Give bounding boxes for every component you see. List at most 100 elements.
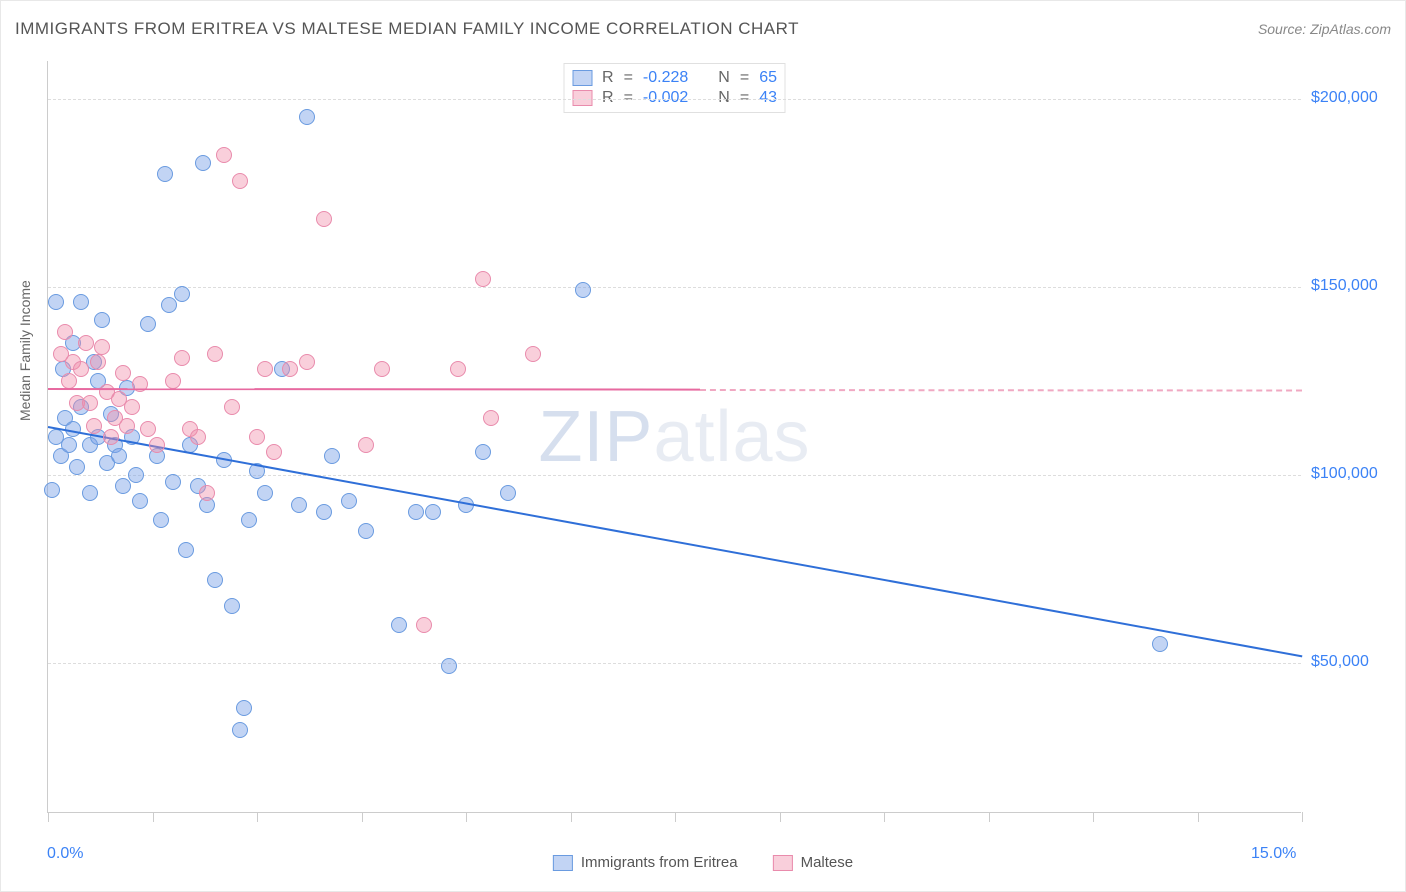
data-point — [78, 335, 94, 351]
data-point — [82, 485, 98, 501]
grid-line — [48, 663, 1301, 664]
data-point — [124, 399, 140, 415]
data-point — [94, 339, 110, 355]
data-point — [257, 485, 273, 501]
stat-eq-1b: = — [740, 69, 749, 87]
data-point — [190, 429, 206, 445]
data-point — [232, 173, 248, 189]
data-point — [94, 312, 110, 328]
data-point — [153, 512, 169, 528]
y-tick-label: $150,000 — [1311, 277, 1406, 295]
grid-line — [48, 475, 1301, 476]
data-point — [500, 485, 516, 501]
data-point — [299, 109, 315, 125]
data-point — [132, 493, 148, 509]
trend-line-dashed — [700, 389, 1302, 392]
watermark: ZIPatlas — [538, 396, 810, 478]
y-axis-title: Median Family Income — [17, 280, 33, 421]
data-point — [316, 211, 332, 227]
data-point — [165, 373, 181, 389]
swatch-series1 — [572, 70, 592, 86]
data-point — [216, 147, 232, 163]
x-tick — [1302, 812, 1303, 822]
data-point — [282, 361, 298, 377]
data-point — [236, 700, 252, 716]
data-point — [69, 459, 85, 475]
trend-line — [48, 426, 1302, 657]
x-tick — [153, 812, 154, 822]
data-point — [149, 437, 165, 453]
data-point — [358, 437, 374, 453]
data-point — [450, 361, 466, 377]
data-point — [341, 493, 357, 509]
x-tick — [48, 812, 49, 822]
data-point — [224, 598, 240, 614]
data-point — [483, 410, 499, 426]
stats-legend-box: R = -0.228 N = 65 R = -0.002 N = 43 — [563, 63, 786, 113]
data-point — [408, 504, 424, 520]
data-point — [57, 324, 73, 340]
stat-eq-1: = — [624, 69, 633, 87]
data-point — [165, 474, 181, 490]
x-tick — [989, 812, 990, 822]
stat-n-val-1: 65 — [759, 69, 777, 87]
data-point — [86, 418, 102, 434]
data-point — [525, 346, 541, 362]
data-point — [475, 444, 491, 460]
data-point — [291, 497, 307, 513]
y-tick-label: $50,000 — [1311, 653, 1406, 671]
data-point — [90, 354, 106, 370]
source-prefix: Source: — [1258, 21, 1310, 37]
data-point — [299, 354, 315, 370]
x-tick — [1198, 812, 1199, 822]
data-point — [416, 617, 432, 633]
chart-source: Source: ZipAtlas.com — [1258, 21, 1391, 37]
data-point — [115, 365, 131, 381]
data-point — [207, 346, 223, 362]
source-name: ZipAtlas.com — [1310, 21, 1391, 37]
watermark-part1: ZIP — [538, 397, 653, 477]
data-point — [103, 429, 119, 445]
legend-swatch-1 — [553, 855, 573, 871]
legend-swatch-2 — [773, 855, 793, 871]
data-point — [115, 478, 131, 494]
data-point — [199, 485, 215, 501]
stat-n-label-1: N — [718, 69, 730, 87]
x-axis-label-right: 15.0% — [1251, 845, 1296, 863]
data-point — [140, 421, 156, 437]
stats-row-1: R = -0.228 N = 65 — [572, 68, 777, 88]
x-tick — [1093, 812, 1094, 822]
stat-r-label-1: R — [602, 69, 614, 87]
legend-label-2: Maltese — [801, 854, 854, 871]
data-point — [232, 722, 248, 738]
data-point — [157, 166, 173, 182]
grid-line — [48, 99, 1301, 100]
x-tick — [571, 812, 572, 822]
data-point — [161, 297, 177, 313]
x-tick — [780, 812, 781, 822]
data-point — [475, 271, 491, 287]
stat-r-val-1: -0.228 — [643, 69, 688, 87]
data-point — [374, 361, 390, 377]
y-tick-label: $100,000 — [1311, 465, 1406, 483]
x-axis-label-left: 0.0% — [47, 845, 83, 863]
data-point — [174, 350, 190, 366]
data-point — [224, 399, 240, 415]
bottom-legend: Immigrants from Eritrea Maltese — [553, 854, 853, 871]
data-point — [111, 448, 127, 464]
data-point — [48, 294, 64, 310]
data-point — [174, 286, 190, 302]
data-point — [119, 418, 135, 434]
chart-container: IMMIGRANTS FROM ERITREA VS MALTESE MEDIA… — [0, 0, 1406, 892]
data-point — [316, 504, 332, 520]
grid-line — [48, 287, 1301, 288]
x-tick — [675, 812, 676, 822]
data-point — [1152, 636, 1168, 652]
data-point — [358, 523, 374, 539]
data-point — [441, 658, 457, 674]
x-tick — [257, 812, 258, 822]
data-point — [391, 617, 407, 633]
data-point — [195, 155, 211, 171]
trend-line — [48, 388, 700, 391]
data-point — [140, 316, 156, 332]
